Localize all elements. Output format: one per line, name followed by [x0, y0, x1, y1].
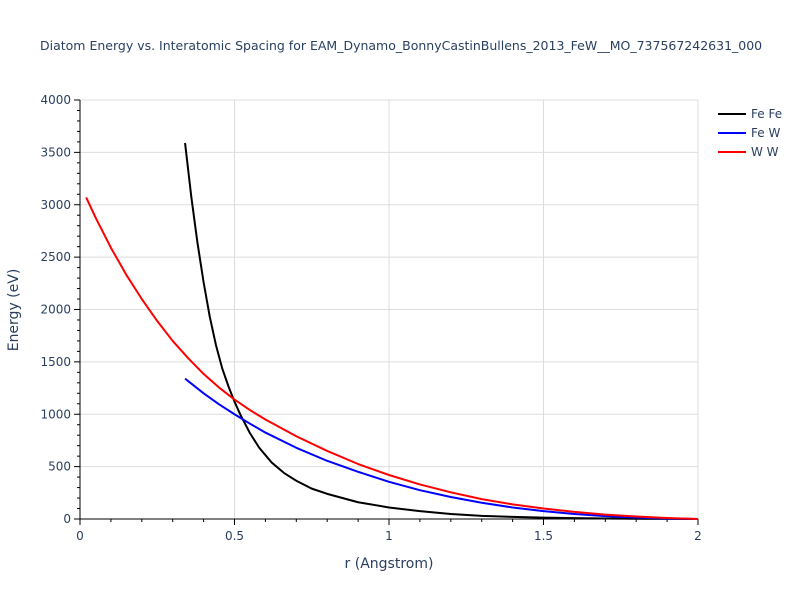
y-tick-label: 500	[48, 460, 71, 474]
y-tick-label: 1500	[40, 355, 71, 369]
plot-area	[85, 142, 699, 520]
x-tick-label: 1.5	[534, 529, 553, 543]
y-tick-label: 4000	[40, 93, 71, 107]
y-tick-label: 3000	[40, 198, 71, 212]
y-tick-label: 0	[63, 512, 71, 526]
series-line-w-w	[85, 196, 699, 520]
y-tick-label: 1000	[40, 407, 71, 421]
y-tick-label: 2500	[40, 250, 71, 264]
x-tick-label: 0	[76, 529, 84, 543]
x-tick-label: 0.5	[225, 529, 244, 543]
legend-label: Fe Fe	[751, 107, 782, 121]
y-tick-label: 3500	[40, 145, 71, 159]
x-tick-label: 1	[385, 529, 393, 543]
chart-title: Diatom Energy vs. Interatomic Spacing fo…	[40, 38, 762, 53]
y-tick-label: 2000	[40, 303, 71, 317]
legend-label: W W	[751, 145, 779, 159]
legend: Fe Fe Fe W W W	[718, 107, 782, 159]
series-line-fe-w	[184, 377, 699, 520]
y-tick-labels: 0 500 1000 1500 2000 2500 3000 3500 4000	[40, 93, 71, 526]
y-axis-title: Energy (eV)	[6, 269, 22, 352]
x-tick-label: 2	[694, 529, 702, 543]
x-axis-title: r (Angstrom)	[345, 556, 434, 572]
grid-lines	[80, 99, 699, 519]
series-line-fe-fe	[184, 142, 699, 520]
x-tick-labels: 0 0.5 1 1.5 2	[76, 529, 702, 543]
legend-label: Fe W	[751, 126, 780, 140]
